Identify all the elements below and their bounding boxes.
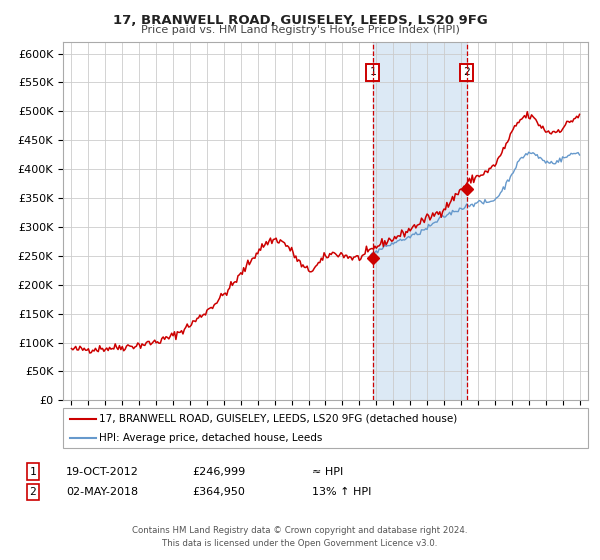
Text: Price paid vs. HM Land Registry's House Price Index (HPI): Price paid vs. HM Land Registry's House … <box>140 25 460 35</box>
Text: HPI: Average price, detached house, Leeds: HPI: Average price, detached house, Leed… <box>99 433 322 443</box>
Text: £364,950: £364,950 <box>192 487 245 497</box>
Text: 19-OCT-2012: 19-OCT-2012 <box>66 466 139 477</box>
Text: Contains HM Land Registry data © Crown copyright and database right 2024.: Contains HM Land Registry data © Crown c… <box>132 526 468 535</box>
Text: £246,999: £246,999 <box>192 466 245 477</box>
Bar <box>373 42 467 400</box>
Text: 17, BRANWELL ROAD, GUISELEY, LEEDS, LS20 9FG (detached house): 17, BRANWELL ROAD, GUISELEY, LEEDS, LS20… <box>99 414 457 424</box>
Text: 17, BRANWELL ROAD, GUISELEY, LEEDS, LS20 9FG: 17, BRANWELL ROAD, GUISELEY, LEEDS, LS20… <box>113 14 487 27</box>
Text: This data is licensed under the Open Government Licence v3.0.: This data is licensed under the Open Gov… <box>163 539 437 548</box>
Text: 1: 1 <box>370 67 376 77</box>
Text: 13% ↑ HPI: 13% ↑ HPI <box>312 487 371 497</box>
Text: 1: 1 <box>29 466 37 477</box>
Text: 2: 2 <box>463 67 470 77</box>
Text: 02-MAY-2018: 02-MAY-2018 <box>66 487 138 497</box>
Text: ≈ HPI: ≈ HPI <box>312 466 343 477</box>
Text: 2: 2 <box>29 487 37 497</box>
